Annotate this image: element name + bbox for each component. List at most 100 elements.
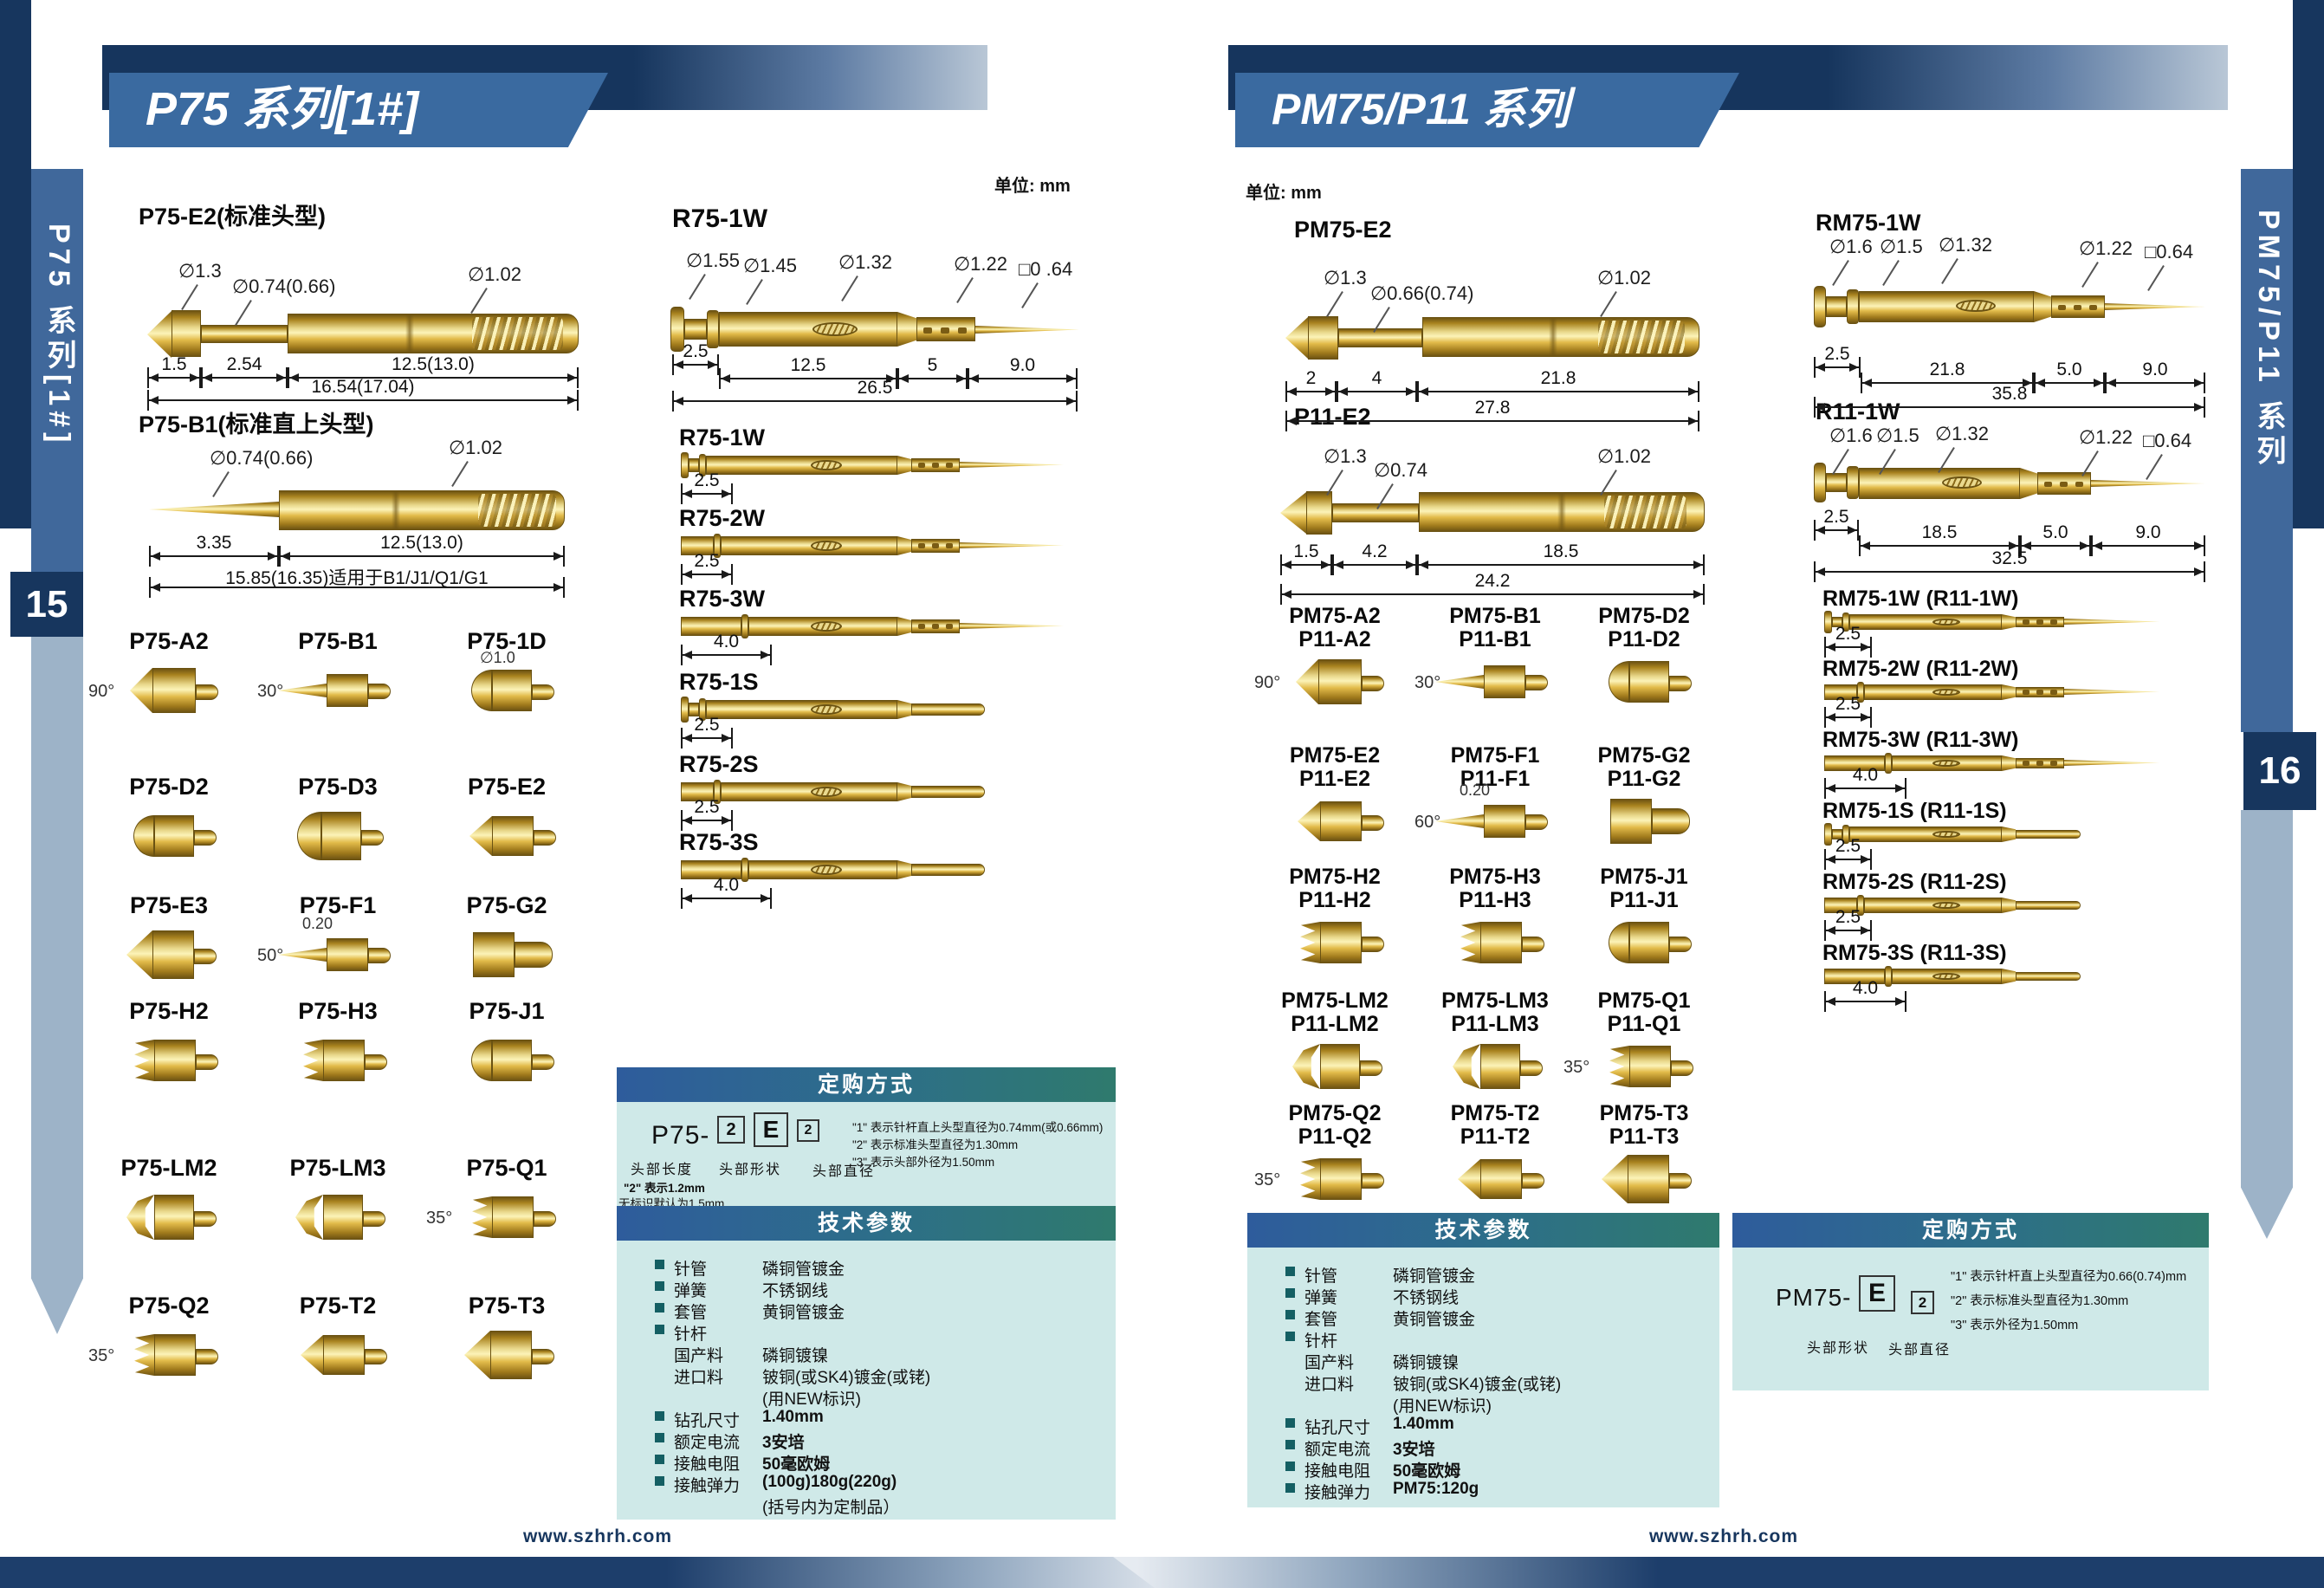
angle-annotation: 30° — [1414, 673, 1441, 692]
tech-value: 铍铜(或SK4)镀金(或铑) — [1393, 1376, 1562, 1394]
tech-value: 3安培 — [762, 1434, 805, 1452]
tip-graphic — [442, 927, 572, 982]
dim-callout: □0 .64 — [1019, 258, 1073, 280]
tech-label: 套管 — [674, 1304, 708, 1322]
left-header-title: P75 系列[1#] — [146, 83, 419, 135]
tech-label: 弹簧 — [674, 1282, 708, 1300]
right-sidebar-tail — [2241, 810, 2293, 1239]
dim: 5.0 — [2034, 360, 2105, 393]
tip-label: P11-Q2 — [1298, 1125, 1372, 1149]
tip-label: PM75-Q2 — [1288, 1101, 1382, 1125]
tip-graphic — [442, 1327, 572, 1383]
tech-label: 额定电流 — [674, 1434, 741, 1452]
leader-line — [746, 279, 763, 305]
dim-callout: ∅1.02 — [1597, 445, 1651, 467]
dim: 4 — [1337, 368, 1417, 402]
dim-callout: ∅1.02 — [1597, 267, 1651, 288]
dim-total: 26.5 — [672, 378, 1078, 412]
tip-label: P11-Q1 — [1607, 1012, 1681, 1036]
right-header-banner: PM75/P11 系列 — [1235, 73, 1739, 147]
ordering-box: E — [1859, 1275, 1895, 1312]
p75-b1-title: P75-B1(标准直上头型) — [139, 412, 374, 438]
leader-line — [841, 275, 858, 301]
leader-line — [1941, 258, 1958, 284]
tip-graphic — [273, 1327, 403, 1383]
bullet-icon — [655, 1281, 664, 1291]
dim: 12.5 — [719, 355, 897, 389]
dim: 9.0 — [968, 355, 1078, 389]
right-footer-website: www.szhrh.com — [1648, 1526, 1799, 1546]
tip-label: P75-A2 — [129, 628, 209, 654]
tip-label: P11-LM2 — [1291, 1012, 1379, 1036]
dim-callout: ∅1.32 — [838, 251, 892, 273]
tip-graphic: 90° — [1254, 654, 1400, 710]
tip-graphic — [1430, 915, 1560, 970]
dim-callout: ∅0.74(0.66) — [232, 275, 336, 297]
dim: 4.0 — [1824, 978, 1906, 1012]
leader-line — [235, 300, 252, 326]
tip-label: P75-Q2 — [128, 1293, 210, 1319]
variant-label: R75-2W — [679, 505, 766, 531]
dim: 18.5 — [1859, 522, 2020, 556]
dim-callout: ∅1.22 — [2079, 237, 2133, 259]
tip-graphic — [1270, 1039, 1400, 1094]
tip-label: P11-A2 — [1298, 627, 1371, 651]
tip-graphic — [273, 808, 403, 864]
right-page-number: 16 — [2258, 749, 2301, 792]
tech-value: 不锈钢线 — [762, 1282, 829, 1300]
left-ordering-body — [617, 1102, 1116, 1220]
dim: 2.5 — [1814, 507, 1859, 541]
dim: 4.0 — [1824, 765, 1906, 799]
tip-label: P75-D3 — [298, 774, 378, 800]
tech-value: 磷铜管镀金 — [762, 1261, 845, 1279]
dim: 2.5 — [681, 551, 733, 585]
tip-label: PM75-D2 — [1598, 604, 1690, 628]
tip-graphic — [442, 808, 572, 864]
right-ordering-body — [1732, 1248, 2209, 1390]
dim-callout: ∅1.32 — [1935, 423, 1989, 444]
dim-callout: ∅1.3 — [1324, 445, 1367, 467]
tip-graphic: 90° — [88, 663, 234, 718]
tech-label: 接触电阻 — [674, 1455, 741, 1474]
tip-label: P75-1D — [467, 628, 547, 654]
bullet-icon — [655, 1476, 664, 1486]
dim: 5 — [897, 355, 968, 389]
tech-value: 3安培 — [1393, 1441, 1435, 1459]
dim: 21.8 — [1417, 368, 1699, 402]
tech-label: 接触弹力 — [674, 1477, 741, 1495]
tech-value: 磷铜镀镍 — [1393, 1354, 1460, 1372]
tech-label: 针杆 — [674, 1325, 708, 1344]
tip-label: P75-Q1 — [466, 1155, 547, 1181]
tech-value: 1.40mm — [762, 1408, 824, 1426]
pm75-e2-title: PM75-E2 — [1294, 217, 1392, 243]
left-sidebar-title: P75 系列[1#] — [42, 224, 75, 448]
tip-graphic — [1579, 915, 1709, 970]
tech-label: 钻孔尺寸 — [1304, 1419, 1371, 1437]
r75-1w-title: R75-1W — [672, 204, 768, 233]
angle-annotation: 35° — [1254, 1170, 1281, 1189]
dim: 2.5 — [1824, 836, 1872, 870]
bullet-icon — [1285, 1418, 1295, 1428]
tech-value: 不锈钢线 — [1393, 1289, 1460, 1307]
tech-value: (用NEW标识) — [1393, 1397, 1492, 1416]
leader-line — [2147, 265, 2165, 291]
variant-label: R75-1W — [679, 425, 766, 450]
tech-label: 国产料 — [1304, 1354, 1355, 1372]
dim: 21.8 — [1861, 360, 2034, 393]
dim-callout: ∅0.66(0.74) — [1370, 282, 1474, 304]
tip-label: PM75-T3 — [1599, 1101, 1689, 1125]
dim-callout: ∅1.6 — [1829, 425, 1873, 446]
tech-label: 进口料 — [1304, 1376, 1355, 1394]
right-edge-strip — [2293, 0, 2324, 528]
tip-graphic — [1579, 794, 1709, 849]
dim: 4.0 — [681, 632, 772, 665]
tech-value: 铍铜(或SK4)镀金(或铑) — [762, 1369, 931, 1387]
dim: 3.35 — [149, 533, 279, 567]
angle-annotation: 30° — [257, 682, 284, 701]
tip-label: PM75-J1 — [1600, 865, 1688, 889]
tip-label: PM75-LM3 — [1441, 988, 1549, 1013]
tech-value: 1.40mm — [1393, 1415, 1454, 1433]
dim-callout: ∅1.55 — [686, 250, 740, 271]
tech-value: 50毫欧姆 — [1393, 1462, 1461, 1481]
tech-label: 钻孔尺寸 — [674, 1412, 741, 1430]
